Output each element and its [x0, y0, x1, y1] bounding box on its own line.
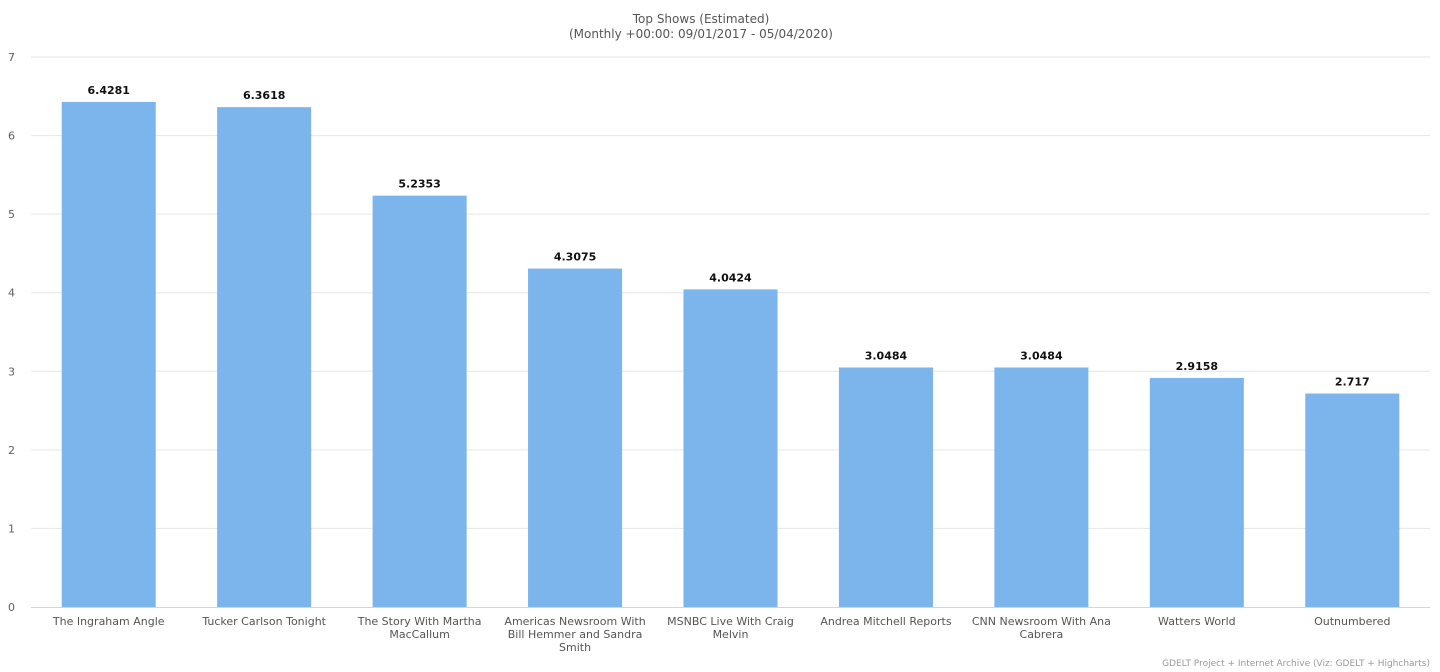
y-tick-label: 0 [8, 601, 15, 614]
data-label: 3.0484 [1020, 349, 1063, 362]
x-category-label: The Ingraham Angle [52, 615, 165, 628]
data-label: 6.4281 [87, 84, 129, 97]
x-category-label: Outnumbered [1314, 615, 1390, 628]
y-tick-label: 3 [8, 365, 15, 378]
x-category-label: Americas Newsroom With Bill Hemmer and Sa… [504, 615, 645, 654]
bar[interactable] [528, 268, 623, 607]
y-tick-label: 4 [8, 287, 15, 300]
y-tick-label: 7 [8, 51, 15, 64]
x-category-label: MSNBC Live With Craig Melvin [667, 615, 794, 641]
bar[interactable] [1305, 393, 1400, 607]
bar[interactable] [61, 101, 156, 607]
chart-subtitle: (Monthly +00:00: 09/01/2017 - 05/04/2020… [569, 27, 833, 41]
x-category-label: Andrea Mitchell Reports [820, 615, 951, 628]
y-tick-label: 6 [8, 130, 15, 143]
data-label: 2.9158 [1176, 360, 1218, 373]
y-axis-ticks: 0 1 2 3 4 5 6 7 [8, 51, 15, 614]
y-tick-label: 1 [8, 522, 15, 535]
data-label: 2.717 [1335, 376, 1370, 389]
credits: GDELT Project + Internet Archive (Viz: G… [1162, 659, 1430, 669]
bars [61, 101, 1400, 607]
data-label: 4.3075 [554, 251, 596, 264]
bar[interactable] [838, 367, 933, 607]
x-category-label: Watters World [1158, 615, 1236, 628]
bar[interactable] [683, 289, 778, 607]
bar[interactable] [217, 107, 312, 607]
data-label: 3.0484 [865, 349, 908, 362]
y-tick-label: 5 [8, 208, 15, 221]
data-labels: 6.4281 6.3618 5.2353 4.3075 4.0424 3.0484 3.04… [87, 84, 1369, 389]
data-label: 4.0424 [709, 271, 752, 284]
bar[interactable] [994, 367, 1089, 607]
x-category-label: Tucker Carlson Tonight [201, 615, 326, 628]
y-tick-label: 2 [8, 444, 15, 457]
x-category-label: CNN Newsroom With Ana Cabrera [972, 615, 1111, 641]
data-label: 5.2353 [398, 178, 440, 191]
chart-title: Top Shows (Estimated) [632, 12, 770, 26]
data-label: 6.3618 [243, 89, 285, 102]
bar[interactable] [372, 195, 467, 607]
bar[interactable] [1149, 377, 1244, 607]
x-axis-categories: The Ingraham Angle Tucker Carlson Tonight… [52, 615, 1391, 654]
x-category-label: The Story With Martha MacCallum [357, 615, 482, 641]
